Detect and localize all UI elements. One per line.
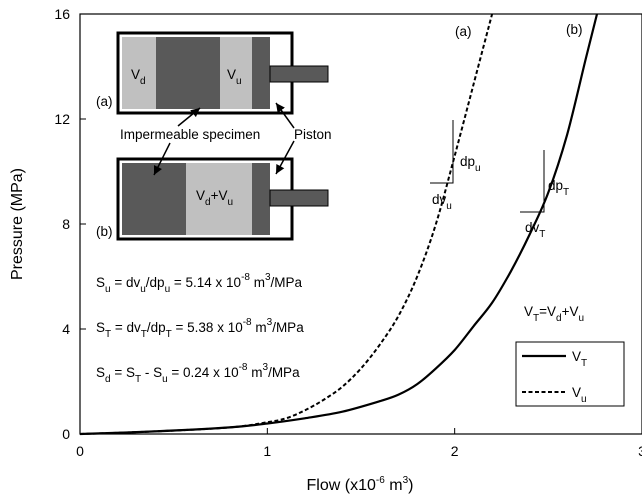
dvu-label: dvu <box>432 192 452 212</box>
y-tick-label: 4 <box>62 321 70 337</box>
legend-vu-label: Vu <box>572 385 587 405</box>
specimen-arrow-down <box>153 142 171 176</box>
cylinder-a-rod <box>269 65 329 83</box>
piston-arrow-down <box>275 140 295 175</box>
specimen-label: Impermeable specimen <box>120 127 260 142</box>
series-vt-line <box>79 13 599 436</box>
su-equation: Su = dvu/dpu = 5.14 x 10-8 m3/MPa <box>96 272 303 295</box>
legend: VT Vu <box>515 341 625 407</box>
x-tick-label: 2 <box>451 443 459 459</box>
specimen-label-bg <box>118 125 284 143</box>
y-tick-label: 16 <box>54 6 70 22</box>
inset-label-b: (b) <box>96 224 113 239</box>
x-tick-label: 3 <box>638 443 642 459</box>
cylinder-b-piston <box>252 163 270 235</box>
curve-label-a: (a) <box>455 24 472 39</box>
slope-triangle-u <box>430 120 454 184</box>
cylinder-b-vdu <box>186 163 252 235</box>
cylinder-a-vd-label: Vd <box>131 67 146 87</box>
dvt-label: dvT <box>525 220 545 240</box>
y-axis-label: Pressure (MPa) <box>9 168 26 280</box>
cylinder-a-vu <box>220 37 252 109</box>
volume-relation: VT=Vd+Vu <box>524 304 584 324</box>
cylinder-b-vdu-label: Vd+Vu <box>196 188 233 208</box>
inset-diagram: Vd Vu (a) Vd+Vu (b) Impermeable specimen… <box>96 31 332 241</box>
y-tick-label: 12 <box>54 111 70 127</box>
piston-arrow-up <box>275 102 295 129</box>
legend-box <box>515 341 625 407</box>
y-tick-label: 8 <box>62 216 70 232</box>
cylinder-a-vu-label: Vu <box>227 67 242 87</box>
axis-tick-labels: 01230481216 <box>54 6 642 459</box>
y-tick-label: 0 <box>62 426 70 442</box>
inset-label-a: (a) <box>96 94 113 109</box>
series-vu-line <box>79 13 494 435</box>
cylinder-a-specimen <box>156 37 220 109</box>
x-axis-label: Flow (x10-6 m3) <box>307 475 414 494</box>
dpu-label: dpu <box>460 154 481 174</box>
piston-label: Piston <box>294 127 332 142</box>
slope-triangle-t <box>520 150 545 213</box>
curve-label-b: (b) <box>566 22 583 37</box>
x-tick-label: 1 <box>263 443 271 459</box>
cylinder-a-piston <box>252 37 270 109</box>
dpt-label: dpT <box>548 178 569 198</box>
sd-equation: Sd = ST - Su = 0.24 x 10-8 m3/MPa <box>96 362 300 385</box>
cylinder-a-vd <box>122 37 156 109</box>
cylinder-b-rod <box>269 189 329 207</box>
series-layer <box>79 13 599 436</box>
x-tick-label: 0 <box>76 443 84 459</box>
st-equation: ST = dvT/dpT = 5.38 x 10-8 m3/MPa <box>96 317 304 340</box>
specimen-arrow-up <box>177 107 201 127</box>
legend-vt-label: VT <box>572 349 587 369</box>
